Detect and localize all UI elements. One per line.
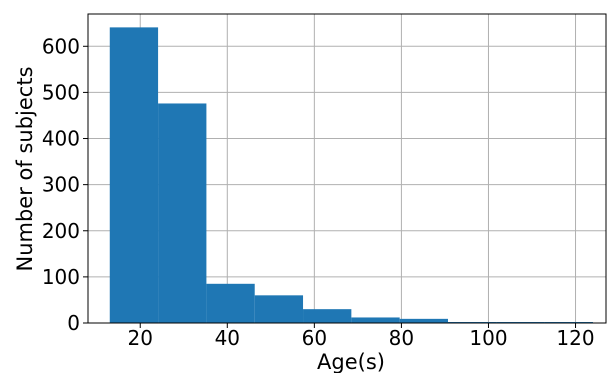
- x-tick-label: 40: [215, 326, 240, 350]
- x-tick-label: 80: [389, 326, 414, 350]
- histogram-bar-2: [158, 103, 207, 323]
- histogram-bar-4: [254, 295, 304, 323]
- histogram-bar-6: [351, 317, 400, 323]
- histogram-bar-7: [399, 318, 448, 323]
- y-axis-label: Number of subjects: [13, 66, 37, 271]
- x-tick-label: 120: [556, 326, 594, 350]
- y-tick-label: 400: [42, 127, 80, 151]
- y-tick-label: 500: [42, 80, 80, 104]
- y-tick-label: 200: [42, 219, 80, 243]
- histogram-bar-5: [303, 309, 352, 323]
- x-axis-label: Age(s): [317, 350, 385, 373]
- y-tick-label: 300: [42, 173, 80, 197]
- ticks-layer: 20 40 60 80 100 120 0 100 200 300 400 500 600: [42, 34, 595, 350]
- histogram-bar-1: [109, 27, 159, 323]
- y-tick-label: 100: [42, 265, 80, 289]
- plot-frame: [87, 13, 607, 324]
- y-tick-label: 600: [42, 34, 80, 58]
- x-tick-label: 60: [302, 326, 327, 350]
- axes-layer: [87, 13, 607, 324]
- histogram-bar-3: [206, 283, 255, 323]
- bars-layer: [109, 27, 593, 323]
- y-tick-label: 0: [67, 311, 80, 335]
- x-tick-label: 100: [469, 326, 507, 350]
- x-tick-label: 20: [128, 326, 153, 350]
